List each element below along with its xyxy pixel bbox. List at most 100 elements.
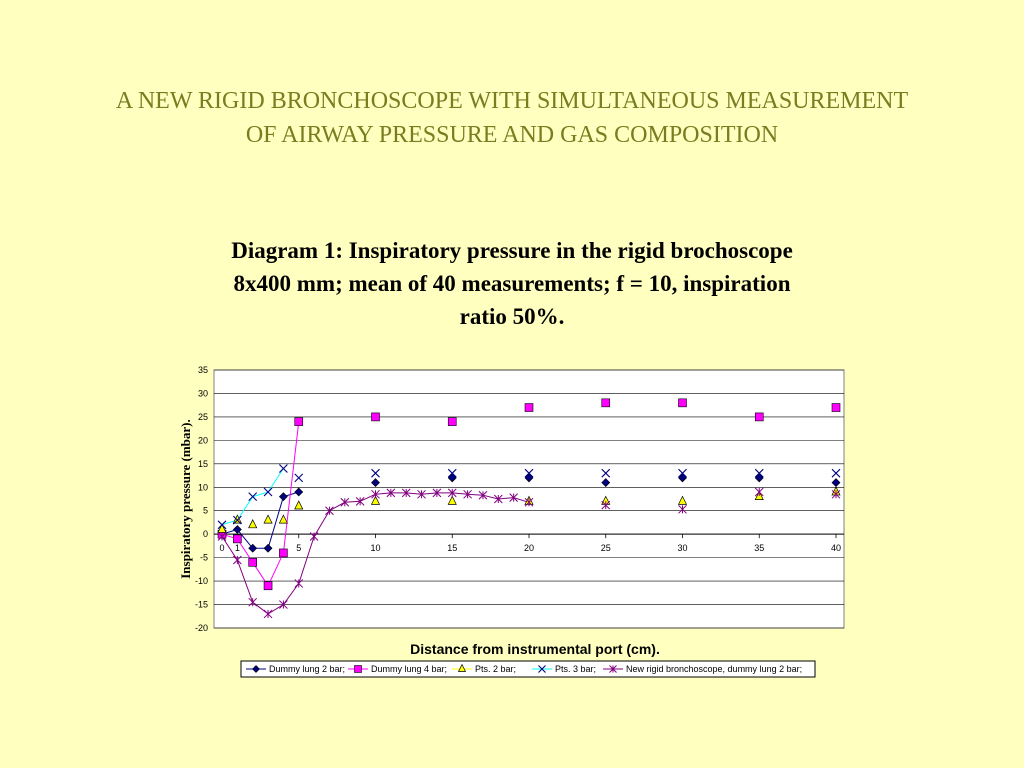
- legend-label: Dummy lung 4 bar;: [371, 664, 447, 674]
- data-point-series-4: [601, 500, 611, 510]
- y-tick-label: 10: [198, 482, 208, 492]
- data-point-series-3: [524, 468, 534, 478]
- y-tick-label: -20: [195, 623, 208, 633]
- data-point-series-4: [355, 496, 365, 506]
- data-point-series-4: [279, 600, 288, 609]
- grid-lines: [214, 369, 844, 629]
- data-point-series-2: [263, 514, 273, 524]
- data-point-series-4: [401, 488, 411, 498]
- y-tick-label: 35: [198, 365, 208, 375]
- x-tick-label: 30: [677, 543, 687, 553]
- data-point-series-4: [493, 494, 503, 504]
- y-axis-label: Inspiratory pressure (mbar).: [178, 419, 193, 579]
- data-point-series-0: [232, 525, 242, 534]
- x-tick-label: 0: [219, 543, 224, 553]
- data-point-series-1: [754, 412, 764, 422]
- legend-item: Pts. 2 bar;: [452, 663, 516, 674]
- data-point-series-3: [232, 515, 242, 525]
- chart-title: Diagram 1: Inspiratory pressure in the r…: [231, 238, 793, 329]
- data-point-series-4: [432, 488, 442, 498]
- legend-item: Pts. 3 bar;: [532, 664, 596, 674]
- data-point-series-2: [677, 495, 688, 505]
- data-point-series-3: [831, 468, 841, 478]
- data-point-series-1: [371, 412, 380, 422]
- y-axis-ticks: -20 -15 -10 -5 0 5 10 15 20 25 30 35: [195, 365, 208, 633]
- legend-label: Dummy lung 2 bar;: [269, 664, 345, 674]
- data-point-series-2: [294, 500, 304, 510]
- data-point-series-0: [601, 478, 611, 488]
- legend: Dummy lung 2 bar; Dummy lung 4 bar; Pts. 2…: [240, 660, 816, 678]
- y-tick-label: 20: [198, 435, 208, 445]
- data-point-series-4: [678, 504, 687, 514]
- data-point-series-1: [233, 534, 242, 544]
- data-point-series-2: [217, 523, 227, 533]
- data-point-series-2: [278, 514, 288, 524]
- data-point-series-3: [294, 473, 304, 483]
- x-tick-label: 40: [831, 543, 841, 553]
- data-point-series-4: [417, 489, 426, 499]
- data-point-series-3: [371, 468, 380, 478]
- data-point-series-4: [232, 555, 242, 565]
- data-point-series-2: [232, 514, 242, 524]
- y-tick-label: 25: [198, 412, 208, 422]
- data-point-series-1: [279, 548, 288, 558]
- x-tick-label: 5: [296, 543, 301, 553]
- y-tick-label: -5: [200, 553, 208, 563]
- legend-label: Pts. 2 bar;: [475, 664, 516, 674]
- data-point-series-0: [278, 492, 288, 502]
- data-point-series-0: [263, 543, 273, 553]
- legend-label: Pts. 3 bar;: [555, 664, 596, 674]
- data-point-series-4: [509, 493, 519, 502]
- y-tick-label: -15: [195, 600, 208, 610]
- y-tick-label: 0: [203, 529, 208, 539]
- legend-items: Dummy lung 2 bar; Dummy lung 4 bar; Pts. 2…: [246, 663, 802, 674]
- data-point-series-4: [217, 532, 227, 541]
- data-point-series-3: [678, 468, 687, 478]
- series-markers: [217, 398, 841, 619]
- data-point-series-3: [601, 468, 611, 478]
- data-point-series-3: [447, 468, 457, 478]
- y-tick-label: 15: [198, 459, 208, 469]
- legend-item: Dummy lung 4 bar;: [348, 664, 447, 674]
- data-point-series-4: [294, 579, 304, 588]
- data-point-series-4: [831, 489, 841, 499]
- data-point-series-4: [248, 597, 258, 607]
- data-point-series-1: [831, 403, 841, 412]
- data-point-series-4: [478, 490, 488, 500]
- x-tick-label: 1: [235, 543, 240, 553]
- y-tick-label: 30: [198, 388, 208, 398]
- data-point-series-4: [263, 609, 273, 619]
- data-point-series-1: [447, 417, 457, 426]
- legend-item: Dummy lung 2 bar;: [246, 664, 345, 674]
- data-point-series-4: [309, 532, 319, 541]
- data-point-series-2: [370, 495, 381, 505]
- data-point-series-3: [263, 487, 273, 497]
- legend-item: New rigid bronchoscope, dummy lung 2 bar…: [603, 664, 802, 674]
- x-tick-label: 25: [601, 543, 611, 553]
- data-point-series-1: [601, 398, 611, 408]
- data-point-series-4: [463, 489, 472, 499]
- data-point-series-1: [524, 403, 534, 412]
- data-point-series-1: [678, 398, 687, 408]
- data-point-series-4: [386, 488, 396, 498]
- data-point-series-4: [754, 487, 764, 497]
- legend-box: [240, 660, 816, 678]
- x-tick-label: 10: [370, 543, 380, 553]
- data-point-series-2: [248, 519, 258, 529]
- data-point-series-0: [371, 478, 380, 488]
- data-point-series-4: [447, 488, 457, 498]
- data-point-series-3: [279, 464, 288, 473]
- x-axis-label: Distance from instrumental port (cm).: [410, 641, 660, 657]
- slide-title: A NEW RIGID BRONCHOSCOPE WITH SIMULTANEO…: [115, 88, 909, 148]
- data-point-series-4: [325, 506, 334, 516]
- x-tick-label: 35: [754, 543, 764, 553]
- data-point-series-0: [248, 543, 258, 553]
- data-point-series-1: [294, 417, 304, 426]
- data-point-series-4: [524, 497, 534, 507]
- data-point-series-0: [294, 487, 304, 497]
- data-point-series-4: [340, 497, 350, 507]
- x-tick-label: 20: [524, 543, 534, 553]
- y-tick-label: 5: [203, 506, 208, 516]
- x-tick-label: 15: [447, 543, 457, 553]
